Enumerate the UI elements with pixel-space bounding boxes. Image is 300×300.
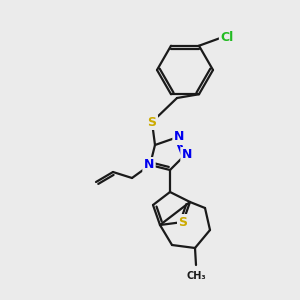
Text: N: N — [174, 130, 184, 143]
Text: S: S — [148, 116, 157, 128]
Text: N: N — [144, 158, 154, 172]
Text: N: N — [182, 148, 192, 161]
Text: S: S — [178, 215, 188, 229]
Text: Cl: Cl — [220, 31, 234, 44]
Text: CH₃: CH₃ — [186, 271, 206, 281]
